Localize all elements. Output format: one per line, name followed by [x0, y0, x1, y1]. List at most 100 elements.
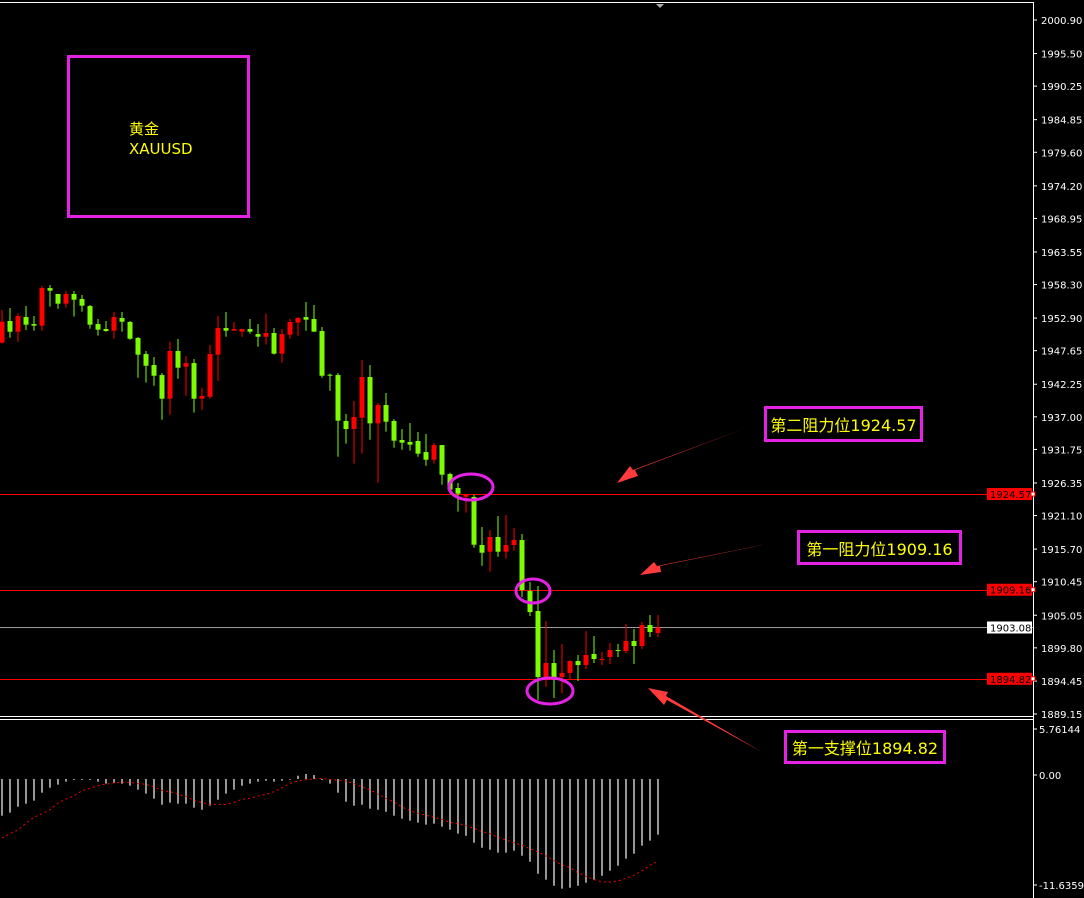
candle-body	[31, 324, 37, 326]
candle-body	[567, 661, 573, 674]
candle-bearish	[471, 494, 477, 548]
candle-body	[167, 351, 173, 399]
candle-body	[15, 316, 21, 332]
candle-bearish	[367, 365, 373, 440]
macd-tick-label: 5.76144	[1039, 725, 1080, 736]
candle-bearish	[7, 308, 13, 338]
candle-body	[599, 659, 605, 661]
candle-bullish	[375, 402, 381, 483]
arrow-icon	[617, 428, 746, 483]
candle-body	[287, 322, 293, 335]
price-tick-label: 1968.95	[1041, 214, 1082, 225]
price-tick-label: 1963.55	[1041, 248, 1082, 259]
candle-body	[191, 363, 197, 399]
highlight-ellipses	[447, 472, 575, 706]
candle-bullish	[167, 341, 173, 415]
candle-body	[503, 545, 509, 552]
candle-body	[39, 288, 45, 326]
candle-bullish	[463, 494, 469, 513]
candle-body	[135, 338, 141, 355]
candle-body	[583, 655, 589, 666]
candle-bearish	[223, 312, 229, 337]
candle-bearish	[47, 285, 53, 307]
candle-bullish	[639, 622, 645, 650]
candle-body	[71, 293, 77, 300]
first-support-label: 第一支撑位1894.82	[784, 730, 946, 764]
symbol-name-cn: 黄金	[129, 120, 160, 138]
candle-bullish	[599, 652, 605, 666]
candle-body	[415, 440, 421, 454]
candle-body	[183, 363, 189, 367]
candle-bullish	[607, 643, 613, 665]
candle-bearish	[439, 445, 445, 485]
candle-body	[207, 354, 213, 397]
candle-bearish	[519, 534, 525, 597]
candle-bearish	[575, 655, 581, 682]
candle-bullish	[487, 530, 493, 572]
candle-bullish	[231, 322, 237, 331]
candle-bearish	[551, 650, 557, 699]
price-tick-label: 1942.25	[1041, 380, 1082, 391]
candle-body	[479, 545, 485, 553]
candle-body	[647, 625, 653, 633]
price-tick-label: 1889.15	[1041, 710, 1082, 721]
candle-body	[623, 641, 629, 652]
candle-body	[655, 627, 661, 634]
candle-bullish	[239, 329, 245, 337]
scroll-marker-icon[interactable]	[656, 4, 664, 8]
candle-body	[463, 494, 469, 497]
candle-bullish	[15, 313, 21, 342]
candle-body	[455, 488, 461, 494]
candle-bearish	[391, 419, 397, 448]
candle-bullish	[199, 387, 205, 410]
candle-body	[543, 663, 549, 678]
level-handle	[1030, 676, 1036, 682]
candle-body	[399, 440, 405, 443]
candle-body	[471, 497, 477, 545]
candle-bearish	[119, 312, 125, 332]
price-tick-label: 2000.90	[1041, 16, 1082, 27]
candle-bullish	[623, 624, 629, 654]
candle-body	[23, 317, 29, 325]
candle-bearish	[255, 324, 261, 347]
price-axis: 2000.90 1995.50 1990.25 1984.85 1979.60 1974.…	[987, 16, 1084, 892]
candle-bearish	[399, 429, 405, 450]
macd-indicator	[1, 773, 659, 889]
second-resistance-label: 第二阻力位1924.57	[764, 406, 923, 442]
highlight-ellipse	[514, 577, 552, 605]
candle-bearish	[527, 582, 533, 617]
candle-bearish	[23, 306, 29, 331]
candle-body	[0, 321, 5, 343]
candle-body	[255, 334, 261, 337]
price-tick-label: 1926.35	[1041, 479, 1082, 490]
candle-bearish	[407, 423, 413, 451]
candle-bullish	[39, 286, 45, 331]
candle-body	[327, 374, 333, 376]
candle-bullish	[559, 644, 565, 694]
candle-bearish	[159, 373, 165, 420]
price-tick-label: 1910.45	[1041, 578, 1082, 589]
candle-bearish	[87, 305, 93, 329]
candle-body	[151, 365, 157, 376]
candle-body	[439, 445, 445, 475]
candle-bearish	[423, 434, 429, 466]
price-tick-label: 1974.20	[1041, 182, 1082, 193]
candle-body	[7, 321, 13, 332]
candle-bullish	[207, 345, 213, 399]
level-price-tag	[987, 488, 1032, 501]
candle-bearish	[175, 339, 181, 379]
candle-body	[127, 322, 133, 339]
candle-body	[79, 299, 85, 306]
candle-body	[367, 377, 373, 424]
candle-body	[351, 417, 357, 430]
highlight-ellipse	[525, 676, 575, 706]
price-tick-label: 1984.85	[1041, 116, 1082, 127]
candle-body	[487, 537, 493, 552]
candle-body	[639, 625, 645, 646]
candle-body	[159, 375, 165, 399]
candle-bullish	[583, 631, 589, 670]
candle-body	[47, 288, 53, 291]
candle-bearish	[319, 327, 325, 378]
candle-body	[407, 441, 413, 445]
candle-body	[511, 540, 517, 546]
